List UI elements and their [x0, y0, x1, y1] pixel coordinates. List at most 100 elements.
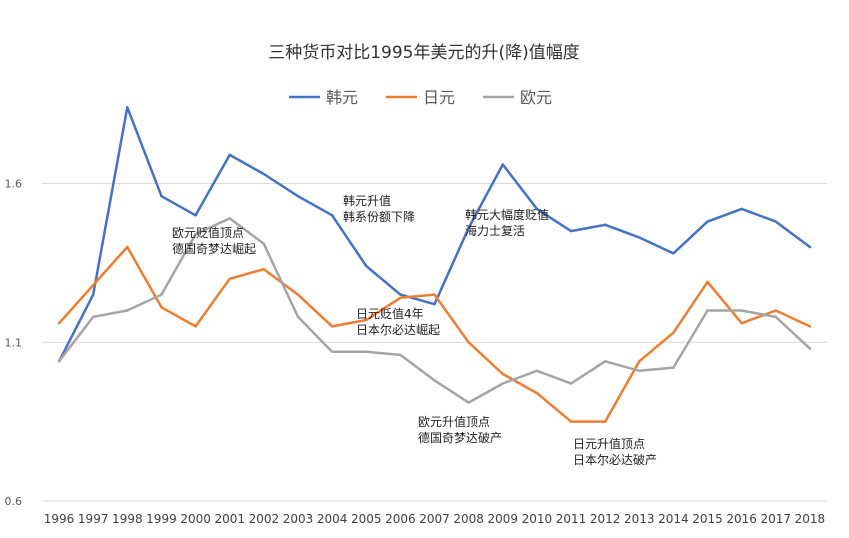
data-point [501, 163, 504, 166]
data-point [672, 252, 675, 255]
x-tick-label: 1999 [146, 512, 177, 526]
legend-item-krw: 韩元 [289, 88, 358, 107]
annotations: 欧元贬值顶点 德国奇梦达崛起 韩元升值 韩系份额下降 韩元大幅度贬值 海力士复活… [172, 193, 657, 467]
data-point [160, 195, 163, 198]
x-tick-label: 2006 [385, 512, 416, 526]
annotation-line: 海力士复活 [465, 223, 525, 238]
data-point [296, 293, 300, 296]
data-point [330, 214, 334, 217]
x-tick-label: 2009 [487, 512, 518, 526]
annotation-line: 日本尔必达崛起 [356, 322, 440, 337]
data-point [296, 195, 300, 198]
x-tick-label: 2014 [658, 512, 689, 526]
data-point [399, 296, 402, 299]
annotation-line: 韩系份额下降 [343, 209, 415, 224]
data-point [467, 226, 470, 230]
data-point [603, 420, 607, 423]
data-point [194, 214, 197, 217]
data-point [365, 350, 368, 353]
y-tick-label: 1.1 [5, 336, 23, 349]
data-point [501, 382, 504, 385]
x-tick-label: 2012 [590, 512, 621, 526]
data-point [774, 315, 778, 319]
annotation-line: 欧元贬值顶点 [172, 225, 244, 240]
data-point [91, 283, 95, 287]
data-point [262, 242, 266, 246]
data-point [808, 245, 812, 249]
legend-item-jpy: 日元 [386, 88, 455, 107]
data-point [808, 347, 812, 350]
data-point [433, 302, 436, 306]
annotation-line: 德国奇梦达崛起 [172, 241, 256, 256]
annotation-line: 日本尔必达破产 [573, 452, 657, 467]
legend-label-krw: 韩元 [326, 88, 358, 107]
data-point [638, 369, 641, 373]
annotation-line: 韩元升值 [343, 193, 391, 208]
annotation-line: 欧元升值顶点 [418, 414, 490, 429]
data-point [126, 309, 129, 312]
data-point [91, 293, 95, 296]
data-point [228, 153, 231, 157]
x-tick-label: 2007 [419, 512, 450, 526]
annotation-line: 日元贬值4年 [356, 306, 424, 321]
data-point [774, 220, 778, 223]
series-eur [57, 217, 812, 404]
annotation-line: 韩元大幅度贬值 [465, 207, 549, 222]
annotation-euro-low-2000: 欧元贬值顶点 德国奇梦达崛起 [172, 225, 256, 256]
data-point [740, 309, 743, 312]
x-tick-label: 2002 [249, 512, 280, 526]
data-point [467, 341, 470, 344]
x-tick-label: 2017 [761, 512, 792, 526]
data-point [330, 325, 334, 328]
data-point [262, 268, 266, 271]
data-point [194, 325, 197, 328]
x-tick-label: 2004 [317, 512, 348, 526]
annotation-jpy-down-2005: 日元贬值4年 日本尔必达崛起 [356, 306, 440, 337]
x-tick-label: 2013 [624, 512, 655, 526]
data-point [569, 382, 573, 385]
data-point [433, 379, 436, 382]
x-tick-label: 2015 [692, 512, 723, 526]
data-point [706, 309, 709, 312]
x-axis: 1996 1997 1998 1999 2000 2001 2002 2003 2004 2005… [44, 512, 825, 526]
data-point [638, 236, 641, 239]
y-tick-label: 1.6 [5, 178, 23, 191]
x-tick-label: 2011 [556, 512, 587, 526]
data-point [126, 106, 129, 109]
data-point [330, 350, 334, 353]
data-point [603, 223, 607, 226]
data-point [399, 293, 402, 296]
annotation-jpy-up-2011: 日元升值顶点 日本尔必达破产 [573, 436, 657, 467]
legend: 韩元 日元 欧元 [289, 88, 552, 107]
data-point [262, 172, 266, 176]
y-axis: 0.6 1.1 1.6 [5, 178, 23, 509]
data-point [603, 360, 607, 363]
x-tick-label: 2016 [726, 512, 757, 526]
data-point [569, 420, 573, 423]
x-tick-label: 2003 [283, 512, 314, 526]
data-point [433, 293, 436, 296]
data-point [467, 401, 470, 404]
data-point [774, 309, 778, 312]
data-point [808, 325, 812, 328]
x-tick-label: 1997 [78, 512, 109, 526]
x-tick-label: 2018 [795, 512, 826, 526]
annotation-krw-up-2004: 韩元升值 韩系份额下降 [343, 193, 415, 224]
data-point [228, 277, 231, 280]
data-point [296, 315, 300, 319]
data-point [365, 318, 368, 322]
legend-item-eur: 欧元 [483, 88, 552, 107]
data-point [535, 391, 539, 395]
x-tick-label: 1998 [112, 512, 143, 526]
y-tick-label: 0.6 [5, 495, 23, 508]
series-krw [57, 106, 812, 363]
annotation-euro-up-2007: 欧元升值顶点 德国奇梦达破产 [418, 414, 502, 445]
series-jpy [57, 245, 812, 423]
data-point [672, 366, 675, 369]
data-point [228, 217, 231, 220]
data-point [365, 264, 368, 268]
data-point [194, 233, 197, 236]
data-point [672, 331, 675, 334]
data-point [569, 229, 573, 233]
